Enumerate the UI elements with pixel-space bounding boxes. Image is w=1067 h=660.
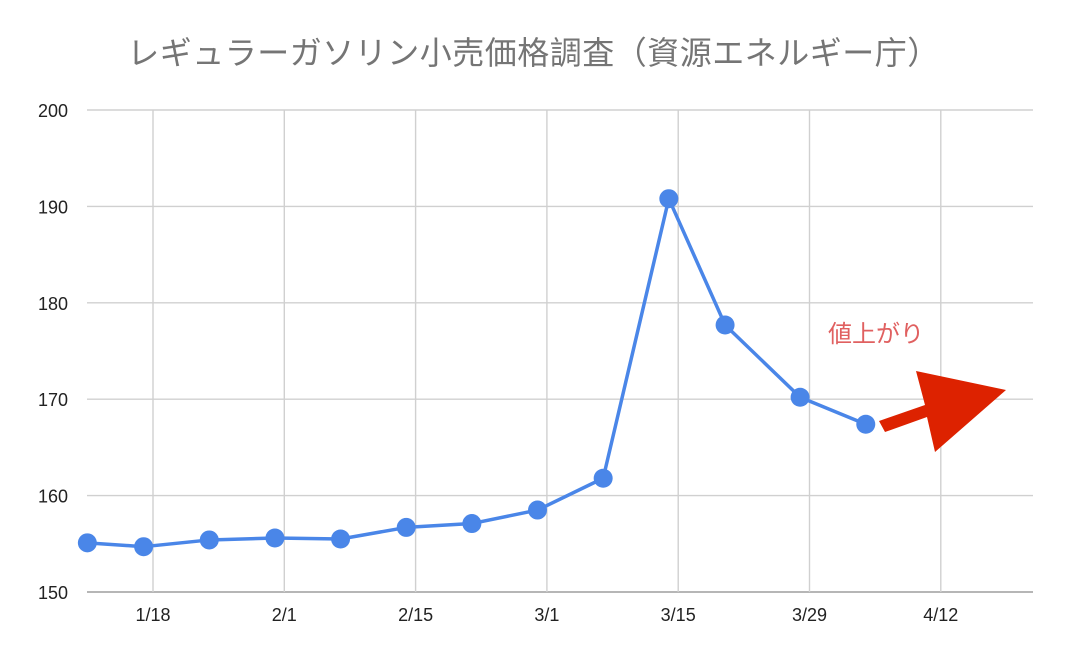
data-point bbox=[790, 387, 810, 407]
x-tick-label: 4/12 bbox=[923, 605, 958, 625]
y-tick-label: 160 bbox=[38, 487, 68, 507]
x-tick-label: 3/1 bbox=[534, 605, 559, 625]
data-point bbox=[593, 468, 613, 488]
data-point bbox=[77, 533, 97, 553]
data-point bbox=[396, 517, 416, 537]
data-point bbox=[528, 500, 548, 520]
y-tick-label: 200 bbox=[38, 101, 68, 121]
x-tick-label: 1/18 bbox=[135, 605, 170, 625]
data-point bbox=[265, 528, 285, 548]
series-line bbox=[87, 196, 867, 549]
chart-title: レギュラーガソリン小売価格調査（資源エネルギー庁） bbox=[127, 34, 940, 72]
data-point bbox=[462, 514, 482, 534]
data-point bbox=[659, 189, 679, 209]
y-tick-label: 180 bbox=[38, 294, 68, 314]
y-tick-label: 170 bbox=[38, 390, 68, 410]
annotation-label: 値上がり bbox=[828, 320, 924, 348]
x-tick-label: 2/1 bbox=[272, 605, 297, 625]
data-point bbox=[715, 315, 735, 335]
x-tick-label: 3/29 bbox=[792, 605, 827, 625]
y-tick-label: 150 bbox=[38, 583, 68, 603]
trend-arrow-icon bbox=[879, 371, 1006, 452]
data-point bbox=[134, 537, 154, 557]
data-point bbox=[199, 530, 219, 550]
x-tick-label: 3/15 bbox=[661, 605, 696, 625]
data-point bbox=[856, 414, 876, 434]
x-tick-label: 2/15 bbox=[398, 605, 433, 625]
data-point bbox=[331, 529, 351, 549]
y-tick-label: 190 bbox=[38, 197, 68, 217]
